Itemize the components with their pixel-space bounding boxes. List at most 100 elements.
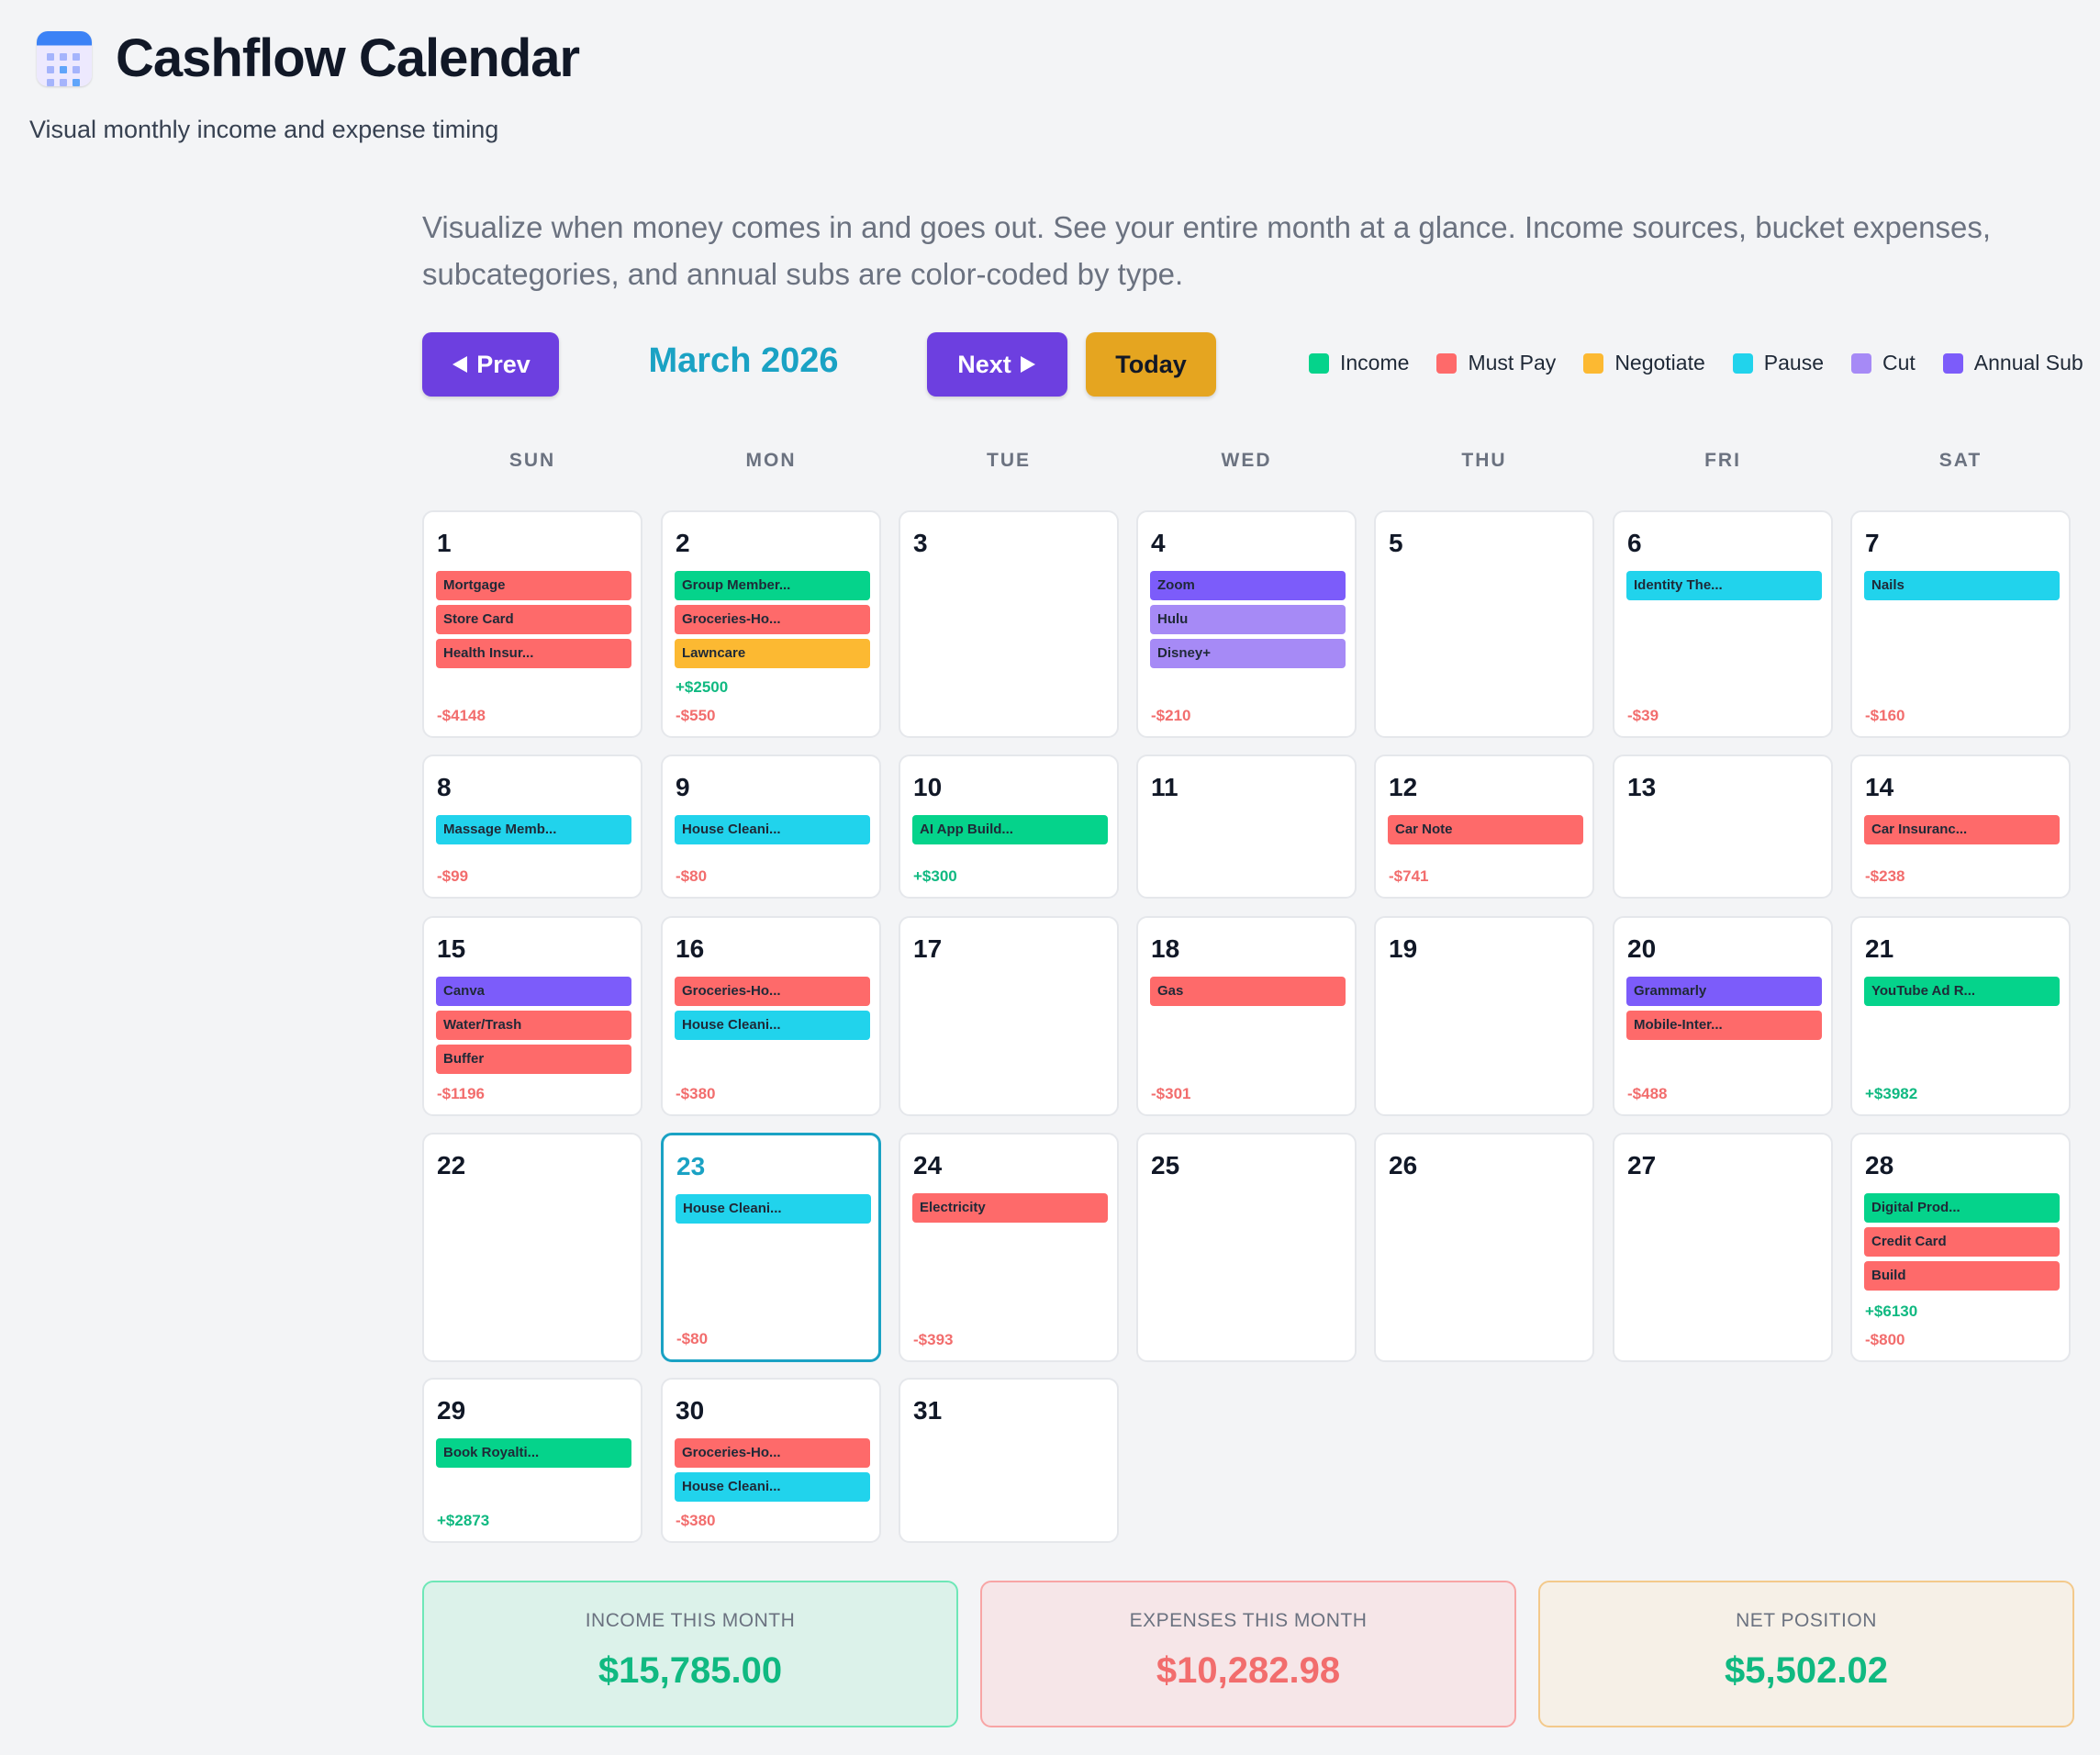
day-number: 7 <box>1865 529 1880 557</box>
weekday-wed: WED <box>1221 450 1272 471</box>
day-cell-20[interactable]: 20 Grammarly Mobile-Inter... -$488 <box>1613 916 1833 1116</box>
day-cell-13[interactable]: 13 <box>1613 755 1833 899</box>
day-cell-31[interactable]: 31 <box>899 1378 1119 1543</box>
event-chip[interactable]: Lawncare <box>675 639 870 668</box>
event-chip[interactable]: YouTube Ad R... <box>1864 977 2060 1006</box>
event-chip[interactable]: Health Insur... <box>436 639 631 668</box>
event-chip[interactable]: Groceries-Ho... <box>675 605 870 634</box>
day-cell-8[interactable]: 8 Massage Memb... -$99 <box>422 755 642 899</box>
day-cell-5[interactable]: 5 <box>1374 510 1594 738</box>
event-chip[interactable]: Car Note <box>1388 815 1583 844</box>
event-chip[interactable]: Massage Memb... <box>436 815 631 844</box>
day-cell-25[interactable]: 25 <box>1136 1133 1357 1362</box>
day-cell-6[interactable]: 6 Identity The... -$39 <box>1613 510 1833 738</box>
event-chip[interactable]: Groceries-Ho... <box>675 977 870 1006</box>
event-chip[interactable]: Credit Card <box>1864 1227 2060 1257</box>
income-total: +$2873 <box>437 1512 490 1529</box>
day-cell-3[interactable]: 3 <box>899 510 1119 738</box>
event-chip[interactable]: Nails <box>1864 571 2060 600</box>
day-number: 6 <box>1627 529 1642 557</box>
weekday-sun: SUN <box>508 450 556 471</box>
day-cell-12[interactable]: 12 Car Note -$741 <box>1374 755 1594 899</box>
event-chip[interactable]: House Cleani... <box>675 1011 870 1040</box>
legend-swatch <box>1583 352 1604 374</box>
day-cell-9[interactable]: 9 House Cleani... -$80 <box>661 755 881 899</box>
event-chip[interactable]: Canva <box>436 977 631 1006</box>
day-cell-4[interactable]: 4 Zoom Hulu Disney+ -$210 <box>1136 510 1357 738</box>
event-chip[interactable]: Group Member... <box>675 571 870 600</box>
day-number: 27 <box>1627 1151 1657 1179</box>
day-number: 30 <box>676 1396 705 1425</box>
day-cell-21[interactable]: 21 YouTube Ad R... +$3982 <box>1850 916 2071 1116</box>
event-chip[interactable]: Gas <box>1150 977 1346 1006</box>
day-cell-1[interactable]: 1 Mortgage Store Card Health Insur... -$4148 <box>422 510 642 738</box>
event-chip[interactable]: AI App Build... <box>912 815 1108 844</box>
day-number: 19 <box>1389 934 1418 963</box>
event-chip[interactable]: Electricity <box>912 1193 1108 1223</box>
day-number: 25 <box>1151 1151 1180 1179</box>
income-summary-value: $15,785.00 <box>598 1650 783 1691</box>
calendar-icon <box>37 30 92 86</box>
event-chip[interactable]: Grammarly <box>1626 977 1822 1006</box>
expense-total: -$80 <box>676 867 708 885</box>
day-cell-26[interactable]: 26 <box>1374 1133 1594 1362</box>
day-cell-27[interactable]: 27 <box>1613 1133 1833 1362</box>
day-cell-17[interactable]: 17 <box>899 916 1119 1116</box>
day-cell-7[interactable]: 7 Nails -$160 <box>1850 510 2071 738</box>
day-cell-19[interactable]: 19 <box>1374 916 1594 1116</box>
next-month-button[interactable]: Next <box>927 332 1067 397</box>
prev-month-button[interactable]: Prev <box>422 332 559 397</box>
event-chip[interactable]: Disney+ <box>1150 639 1346 668</box>
day-cell-2[interactable]: 2 Group Member... Groceries-Ho... Lawncare +… <box>661 510 881 738</box>
event-chip[interactable]: House Cleani... <box>675 1472 870 1502</box>
day-cell-22[interactable]: 22 <box>422 1133 642 1362</box>
triangle-right-icon <box>1020 356 1035 373</box>
day-cell-11[interactable]: 11 <box>1136 755 1357 899</box>
event-chip[interactable]: Hulu <box>1150 605 1346 634</box>
day-cell-14[interactable]: 14 Car Insuranc... -$238 <box>1850 755 2071 899</box>
day-number: 22 <box>437 1151 466 1179</box>
day-cell-16[interactable]: 16 Groceries-Ho... House Cleani... -$380 <box>661 916 881 1116</box>
expense-total: -$550 <box>676 707 716 724</box>
legend-item-cut: Cut <box>1851 351 1916 375</box>
event-chip[interactable]: House Cleani... <box>676 1194 871 1224</box>
weekday-sat: SAT <box>1938 450 1983 471</box>
expense-total: -$741 <box>1389 867 1429 885</box>
event-chip[interactable]: Zoom <box>1150 571 1346 600</box>
expense-total: -$800 <box>1865 1331 1905 1348</box>
event-chip[interactable]: Mobile-Inter... <box>1626 1011 1822 1040</box>
day-cell-23[interactable]: 23 House Cleani... -$80 <box>661 1133 881 1362</box>
event-chip[interactable]: Identity The... <box>1626 571 1822 600</box>
day-number: 16 <box>676 934 705 963</box>
event-chip[interactable]: Digital Prod... <box>1864 1193 2060 1223</box>
event-chip[interactable]: Store Card <box>436 605 631 634</box>
event-chip[interactable]: House Cleani... <box>675 815 870 844</box>
expenses-summary-value: $10,282.98 <box>1156 1650 1341 1691</box>
day-cell-18[interactable]: 18 Gas -$301 <box>1136 916 1357 1116</box>
legend-label: Cut <box>1882 351 1916 374</box>
day-cell-29[interactable]: 29 Book Royalti... +$2873 <box>422 1378 642 1543</box>
day-number: 9 <box>676 773 690 801</box>
day-number: 11 <box>1151 773 1178 801</box>
month-title: March 2026 <box>648 341 839 380</box>
event-chip[interactable]: Mortgage <box>436 571 631 600</box>
expense-total: -$210 <box>1151 707 1191 724</box>
day-cell-30[interactable]: 30 Groceries-Ho... House Cleani... -$380 <box>661 1378 881 1543</box>
event-chip[interactable]: Build <box>1864 1261 2060 1291</box>
legend-item-negotiate: Negotiate <box>1583 351 1705 375</box>
day-cell-24[interactable]: 24 Electricity -$393 <box>899 1133 1119 1362</box>
day-cell-15[interactable]: 15 Canva Water/Trash Buffer -$1196 <box>422 916 642 1116</box>
event-chip[interactable]: Book Royalti... <box>436 1438 631 1468</box>
day-number: 20 <box>1627 934 1657 963</box>
day-cell-10[interactable]: 10 AI App Build... +$300 <box>899 755 1119 899</box>
event-chip[interactable]: Water/Trash <box>436 1011 631 1040</box>
triangle-left-icon <box>452 356 468 373</box>
event-chip[interactable]: Groceries-Ho... <box>675 1438 870 1468</box>
day-cell-28[interactable]: 28 Digital Prod... Credit Card Build +$6130 -… <box>1850 1133 2071 1362</box>
event-chip[interactable]: Buffer <box>436 1045 631 1074</box>
event-chip[interactable]: Car Insuranc... <box>1864 815 2060 844</box>
weekday-mon: MON <box>745 450 797 471</box>
legend-swatch <box>1309 352 1329 374</box>
income-total: +$6130 <box>1865 1302 1918 1320</box>
today-button[interactable]: Today <box>1086 332 1216 397</box>
